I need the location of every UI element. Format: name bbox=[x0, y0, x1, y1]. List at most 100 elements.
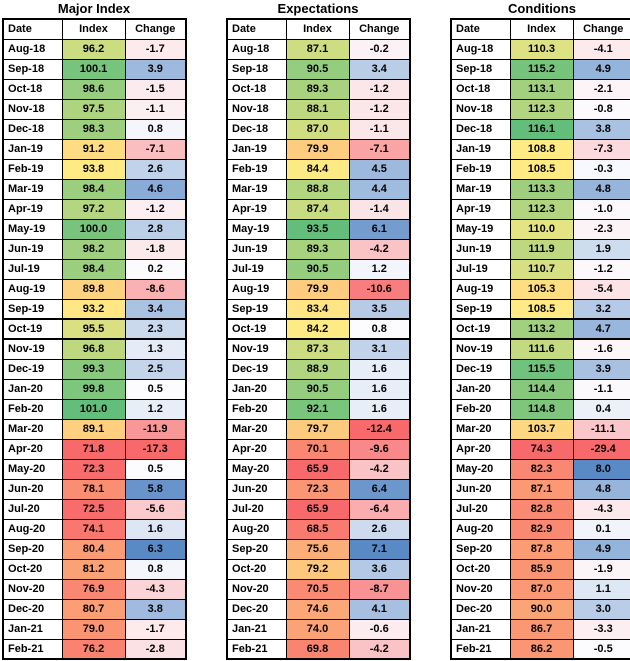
index-value-cell[interactable]: 112.3 bbox=[509, 98, 574, 120]
index-value-cell[interactable]: 101.0 bbox=[61, 398, 126, 420]
change-value-cell[interactable]: 4.7 bbox=[572, 318, 630, 340]
date-cell[interactable]: Jan-20 bbox=[226, 378, 287, 400]
column-header-date[interactable]: Date bbox=[2, 18, 63, 40]
index-value-cell[interactable]: 98.4 bbox=[61, 178, 126, 200]
column-header-index[interactable]: Index bbox=[509, 18, 574, 40]
index-value-cell[interactable]: 88.8 bbox=[285, 178, 350, 200]
index-value-cell[interactable]: 70.1 bbox=[285, 438, 350, 460]
change-value-cell[interactable]: 0.1 bbox=[572, 518, 630, 540]
date-cell[interactable]: Feb-20 bbox=[2, 398, 63, 420]
index-value-cell[interactable]: 90.5 bbox=[285, 58, 350, 80]
change-value-cell[interactable]: -1.8 bbox=[124, 238, 187, 260]
date-cell[interactable]: Apr-19 bbox=[2, 198, 63, 220]
date-cell[interactable]: Jan-20 bbox=[450, 378, 511, 400]
change-value-cell[interactable]: -10.6 bbox=[348, 278, 411, 300]
change-value-cell[interactable]: -1.9 bbox=[572, 558, 630, 580]
index-value-cell[interactable]: 98.2 bbox=[61, 238, 126, 260]
date-cell[interactable]: Apr-19 bbox=[226, 198, 287, 220]
date-cell[interactable]: Apr-20 bbox=[450, 438, 511, 460]
index-value-cell[interactable]: 87.1 bbox=[285, 38, 350, 60]
change-value-cell[interactable]: -4.2 bbox=[348, 458, 411, 480]
index-value-cell[interactable]: 113.3 bbox=[509, 178, 574, 200]
date-cell[interactable]: Jan-19 bbox=[2, 138, 63, 160]
index-value-cell[interactable]: 99.3 bbox=[61, 358, 126, 380]
date-cell[interactable]: Dec-19 bbox=[226, 358, 287, 380]
date-cell[interactable]: Oct-18 bbox=[226, 78, 287, 100]
index-value-cell[interactable]: 87.4 bbox=[285, 198, 350, 220]
index-value-cell[interactable]: 110.7 bbox=[509, 258, 574, 280]
index-value-cell[interactable]: 90.5 bbox=[285, 378, 350, 400]
date-cell[interactable]: Jan-21 bbox=[2, 618, 63, 640]
date-cell[interactable]: Jun-20 bbox=[226, 478, 287, 500]
index-value-cell[interactable]: 76.2 bbox=[61, 638, 126, 660]
change-value-cell[interactable]: 6.3 bbox=[124, 538, 187, 560]
change-value-cell[interactable]: -2.8 bbox=[124, 638, 187, 660]
change-value-cell[interactable]: -2.1 bbox=[572, 78, 630, 100]
index-value-cell[interactable]: 79.7 bbox=[285, 418, 350, 440]
date-cell[interactable]: Feb-21 bbox=[450, 638, 511, 660]
change-value-cell[interactable]: -4.3 bbox=[124, 578, 187, 600]
index-value-cell[interactable]: 78.1 bbox=[61, 478, 126, 500]
index-value-cell[interactable]: 68.5 bbox=[285, 518, 350, 540]
index-value-cell[interactable]: 113.1 bbox=[509, 78, 574, 100]
date-cell[interactable]: Jun-20 bbox=[450, 478, 511, 500]
date-cell[interactable]: Dec-18 bbox=[226, 118, 287, 140]
date-cell[interactable]: Sep-18 bbox=[226, 58, 287, 80]
date-cell[interactable]: Dec-20 bbox=[226, 598, 287, 620]
index-value-cell[interactable]: 89.3 bbox=[285, 238, 350, 260]
date-cell[interactable]: Jun-19 bbox=[226, 238, 287, 260]
index-value-cell[interactable]: 72.3 bbox=[285, 478, 350, 500]
change-value-cell[interactable]: 1.1 bbox=[572, 578, 630, 600]
change-value-cell[interactable]: -1.1 bbox=[348, 118, 411, 140]
index-value-cell[interactable]: 95.5 bbox=[61, 318, 126, 340]
date-cell[interactable]: May-19 bbox=[450, 218, 511, 240]
change-value-cell[interactable]: -0.3 bbox=[572, 158, 630, 180]
change-value-cell[interactable]: -7.1 bbox=[124, 138, 187, 160]
date-cell[interactable]: Dec-20 bbox=[2, 598, 63, 620]
index-value-cell[interactable]: 105.3 bbox=[509, 278, 574, 300]
change-value-cell[interactable]: -29.4 bbox=[572, 438, 630, 460]
date-cell[interactable]: Feb-21 bbox=[226, 638, 287, 660]
change-value-cell[interactable]: 4.8 bbox=[572, 178, 630, 200]
index-value-cell[interactable]: 93.5 bbox=[285, 218, 350, 240]
index-value-cell[interactable]: 65.9 bbox=[285, 458, 350, 480]
index-value-cell[interactable]: 96.8 bbox=[61, 338, 126, 360]
index-value-cell[interactable]: 87.1 bbox=[509, 478, 574, 500]
index-value-cell[interactable]: 103.7 bbox=[509, 418, 574, 440]
date-cell[interactable]: Feb-19 bbox=[226, 158, 287, 180]
index-value-cell[interactable]: 88.1 bbox=[285, 98, 350, 120]
date-cell[interactable]: Feb-20 bbox=[226, 398, 287, 420]
index-value-cell[interactable]: 82.8 bbox=[509, 498, 574, 520]
index-value-cell[interactable]: 87.8 bbox=[509, 538, 574, 560]
change-value-cell[interactable]: -1.2 bbox=[124, 198, 187, 220]
date-cell[interactable]: Jan-19 bbox=[450, 138, 511, 160]
index-value-cell[interactable]: 97.2 bbox=[61, 198, 126, 220]
date-cell[interactable]: Jul-19 bbox=[2, 258, 63, 280]
change-value-cell[interactable]: 4.5 bbox=[348, 158, 411, 180]
index-value-cell[interactable]: 114.8 bbox=[509, 398, 574, 420]
date-cell[interactable]: Jul-20 bbox=[226, 498, 287, 520]
change-value-cell[interactable]: 4.9 bbox=[572, 58, 630, 80]
index-value-cell[interactable]: 89.1 bbox=[61, 418, 126, 440]
index-value-cell[interactable]: 89.3 bbox=[285, 78, 350, 100]
date-cell[interactable]: Dec-18 bbox=[450, 118, 511, 140]
change-value-cell[interactable]: -1.1 bbox=[124, 98, 187, 120]
change-value-cell[interactable]: 3.9 bbox=[572, 358, 630, 380]
date-cell[interactable]: Mar-20 bbox=[2, 418, 63, 440]
date-cell[interactable]: Aug-20 bbox=[226, 518, 287, 540]
date-cell[interactable]: Mar-20 bbox=[226, 418, 287, 440]
change-value-cell[interactable]: -1.1 bbox=[572, 378, 630, 400]
date-cell[interactable]: Aug-18 bbox=[450, 38, 511, 60]
index-value-cell[interactable]: 65.9 bbox=[285, 498, 350, 520]
change-value-cell[interactable]: 2.6 bbox=[124, 158, 187, 180]
index-value-cell[interactable]: 87.0 bbox=[509, 578, 574, 600]
change-value-cell[interactable]: 0.2 bbox=[124, 258, 187, 280]
date-cell[interactable]: Jul-20 bbox=[450, 498, 511, 520]
date-cell[interactable]: Apr-20 bbox=[226, 438, 287, 460]
index-value-cell[interactable]: 96.2 bbox=[61, 38, 126, 60]
change-value-cell[interactable]: 3.8 bbox=[124, 598, 187, 620]
change-value-cell[interactable]: 0.5 bbox=[124, 458, 187, 480]
change-value-cell[interactable]: 4.9 bbox=[572, 538, 630, 560]
index-value-cell[interactable]: 74.3 bbox=[509, 438, 574, 460]
index-value-cell[interactable]: 71.8 bbox=[61, 438, 126, 460]
